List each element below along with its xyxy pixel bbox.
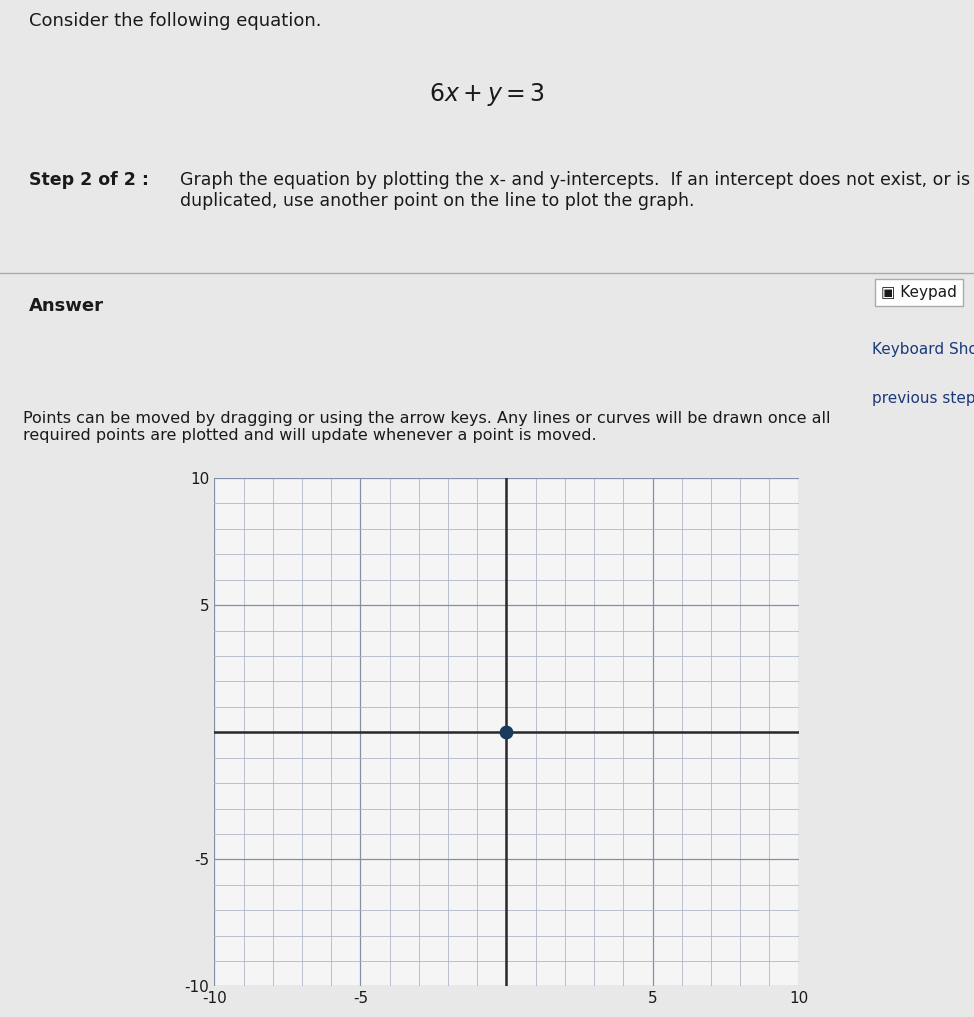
Text: previous step answ: previous step answ [872,391,974,406]
Text: Answer: Answer [29,297,104,315]
Text: Points can be moved by dragging or using the arrow keys. Any lines or curves wil: Points can be moved by dragging or using… [22,411,830,443]
Text: Step 2 of 2 :: Step 2 of 2 : [29,171,155,189]
Text: Consider the following equation.: Consider the following equation. [29,12,321,31]
Text: Graph the equation by plotting the x- and y-intercepts.  If an intercept does no: Graph the equation by plotting the x- an… [180,171,970,210]
Text: Keyboard Shortcut: Keyboard Shortcut [872,342,974,357]
Point [499,724,514,740]
Text: ▣ Keypad: ▣ Keypad [881,285,957,300]
Text: $6x + y = 3$: $6x + y = 3$ [429,81,545,109]
